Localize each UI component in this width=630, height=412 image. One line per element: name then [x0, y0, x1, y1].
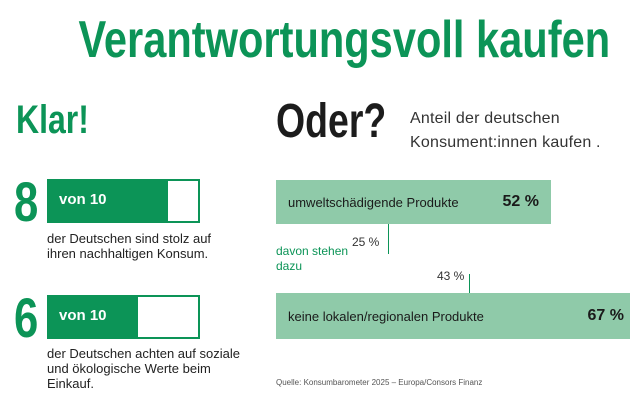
stat-meter-label: von 10: [59, 191, 107, 208]
bar-category-label: umweltschädigende Produkte: [288, 195, 459, 210]
sub-label: davon stehen dazu: [276, 244, 349, 273]
page-title: Verantwortungsvoll kaufen: [78, 11, 611, 69]
stat-meter-label: von 10: [59, 307, 107, 324]
stat-meter-6-of-10: von 10: [47, 295, 200, 339]
stat-text-1: der Deutschen sind stolz auf ihren nachh…: [47, 231, 212, 261]
source-note: Quelle: Konsumbarometer 2025 – Europa/Co…: [276, 378, 483, 387]
sub-value-label: 43 %: [437, 269, 465, 283]
sub-value-connector: [469, 274, 470, 302]
bar-category-label: keine lokalen/regionalen Produkte: [288, 309, 484, 324]
chart-subtitle: Anteil der deutschen Konsument:innen kau…: [410, 110, 601, 151]
sub-value-label: 25 %: [352, 235, 380, 249]
stat-meter-fill: [49, 297, 139, 337]
stat-text-2: der Deutschen achten auf soziale und öko…: [47, 346, 240, 391]
sub-value-connector: [388, 224, 389, 254]
bar-umweltschaedigende-produkte: umweltschädigende Produkte 52 %: [276, 180, 551, 224]
klar-heading: Klar!: [16, 98, 89, 142]
oder-heading: Oder?: [276, 95, 387, 148]
bar-keine-lokalen-produkte: keine lokalen/regionalen Produkte 67 %: [276, 293, 630, 339]
bar-value-label: 67 %: [587, 307, 624, 324]
stat-number-6: 6: [14, 286, 39, 349]
stat-meter-8-of-10: von 10: [47, 179, 200, 223]
stat-meter-fill: [49, 181, 169, 221]
bar-value-label: 52 %: [502, 193, 539, 210]
stat-number-8: 8: [14, 170, 39, 233]
